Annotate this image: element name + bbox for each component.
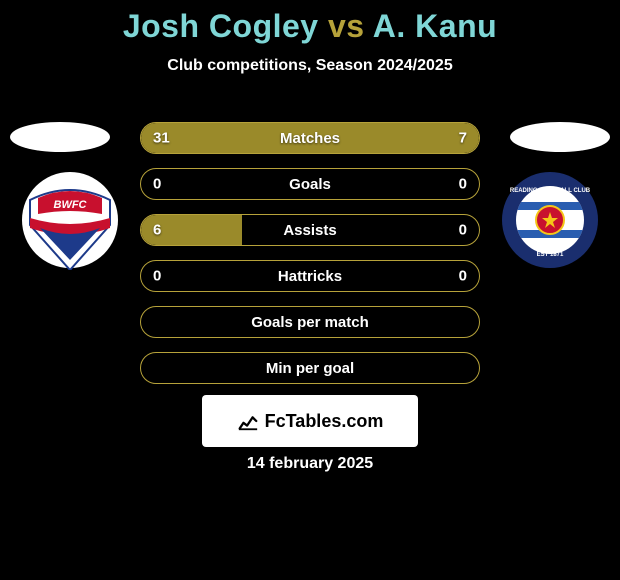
stat-label: Matches (280, 130, 340, 147)
svg-text:BWFC: BWFC (54, 199, 88, 211)
stat-label: Assists (283, 222, 336, 239)
bolton-wanderers-crest: BWFC (20, 170, 120, 270)
date-label: 14 february 2025 (0, 455, 620, 473)
fctables-badge: FcTables.com (202, 395, 418, 447)
stat-value-left: 31 (153, 130, 170, 147)
page-title: Josh Cogley vs A. Kanu (0, 0, 620, 45)
stat-value-right: 0 (459, 268, 467, 285)
vs-separator: vs (328, 8, 365, 44)
stat-fill-left (141, 123, 415, 153)
stat-row-assists: 6 0 Assists (140, 214, 480, 246)
stat-value-right: 0 (459, 222, 467, 239)
player1-name: Josh Cogley (123, 8, 319, 44)
player2-name: A. Kanu (373, 8, 497, 44)
stat-row-hattricks: 0 0 Hattricks (140, 260, 480, 292)
stat-label: Hattricks (278, 268, 342, 285)
brand-label: FcTables.com (265, 411, 384, 432)
reading-fc-crest: READING FOOTBALL CLUB EST 1871 (500, 170, 600, 270)
stat-label: Goals (289, 176, 331, 193)
subtitle: Club competitions, Season 2024/2025 (0, 57, 620, 75)
stat-label: Min per goal (266, 360, 354, 377)
svg-text:READING FOOTBALL CLUB: READING FOOTBALL CLUB (510, 188, 591, 194)
player1-ellipse (10, 122, 110, 152)
stat-row-goals: 0 0 Goals (140, 168, 480, 200)
svg-text:EST 1871: EST 1871 (537, 252, 564, 258)
stat-row-goals-per-match: Goals per match (140, 306, 480, 338)
stat-value-left: 0 (153, 176, 161, 193)
stat-row-min-per-goal: Min per goal (140, 352, 480, 384)
comparison-card: Josh Cogley vs A. Kanu Club competitions… (0, 0, 620, 580)
chart-icon (237, 410, 259, 432)
stat-label: Goals per match (251, 314, 369, 331)
stat-row-matches: 31 7 Matches (140, 122, 480, 154)
stat-value-right: 0 (459, 176, 467, 193)
stat-value-left: 6 (153, 222, 161, 239)
stat-fill-right (415, 123, 479, 153)
stat-value-right: 7 (459, 130, 467, 147)
stat-value-left: 0 (153, 268, 161, 285)
stats-panel: 31 7 Matches 0 0 Goals 6 0 Assists 0 0 Hattricks Goa… (140, 122, 480, 398)
player2-ellipse (510, 122, 610, 152)
